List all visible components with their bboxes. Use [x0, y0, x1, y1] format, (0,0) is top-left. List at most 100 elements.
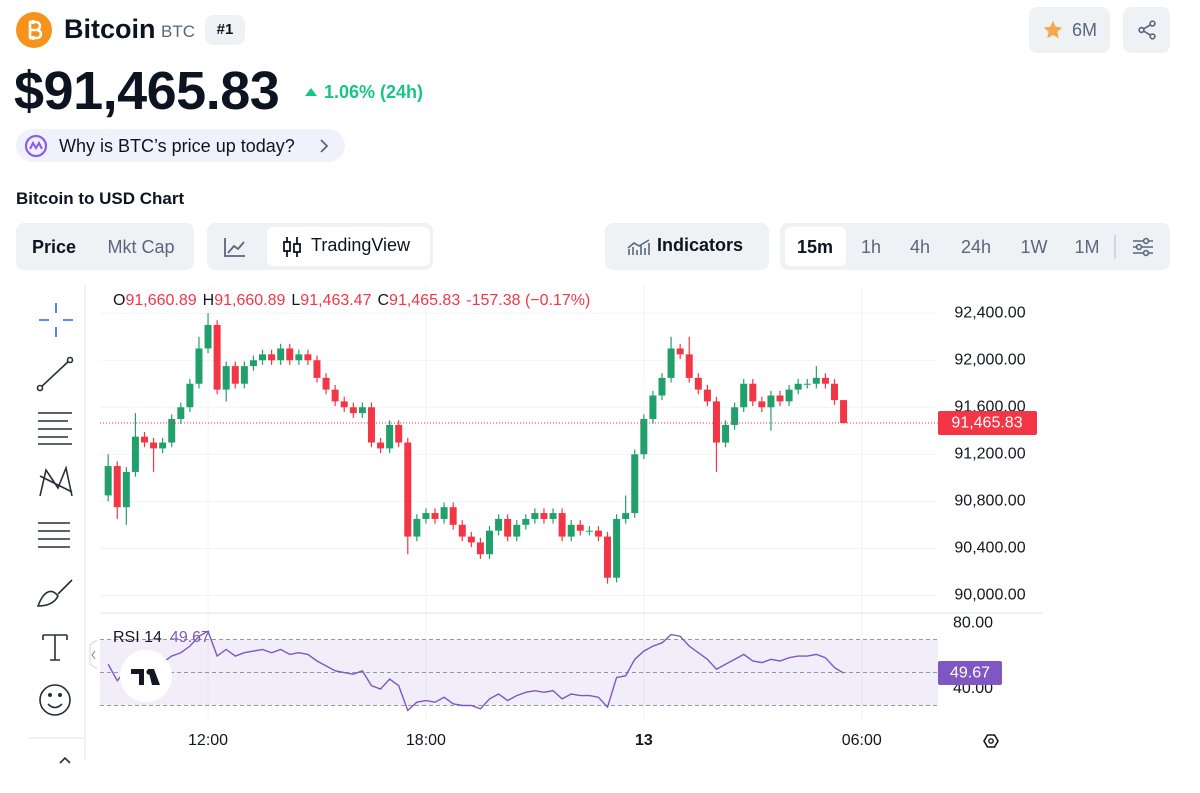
candle-body [631, 454, 639, 514]
coin-logo [16, 12, 52, 48]
pattern-tool[interactable] [39, 465, 73, 497]
brush-tool[interactable] [36, 579, 73, 607]
candle-body [522, 518, 530, 525]
candle-body [613, 518, 621, 578]
candle-body [122, 471, 130, 508]
divider [1114, 235, 1116, 259]
candle-body [712, 401, 720, 443]
range-tab[interactable]: 1W [1020, 236, 1048, 257]
last-price-label: 91,465.83 [951, 414, 1022, 431]
legend-key: L [291, 292, 300, 309]
range-tab[interactable]: 1h [860, 236, 882, 257]
candle-body [422, 513, 430, 519]
candle-body [649, 395, 657, 420]
candle-body [313, 360, 321, 378]
smile [47, 703, 63, 709]
y-tick-label: 90,000.00 [954, 587, 1025, 604]
range-tab[interactable]: 1M [1074, 236, 1100, 257]
rsi-legend: RSI 14 49.67 [113, 629, 210, 646]
legend-value: 91,660.89 [125, 292, 196, 309]
candle-body [195, 348, 203, 384]
candle-body [249, 360, 257, 367]
line-tool[interactable] [39, 359, 71, 389]
indicators-label: Indicators [657, 235, 744, 255]
candle-body [304, 354, 312, 361]
candle-body [476, 542, 484, 555]
candle-body [840, 400, 848, 424]
settings-icon[interactable] [1132, 237, 1154, 257]
text-tool[interactable] [42, 634, 68, 661]
candle-body [740, 383, 748, 408]
up-arrow [305, 88, 317, 96]
axis-settings[interactable] [983, 734, 999, 748]
why-link[interactable]: Why is BTC’s price up today? [16, 129, 345, 162]
chart-type-tabs: TradingView [207, 223, 433, 270]
handle [66, 356, 74, 364]
hlines-tool[interactable] [38, 412, 72, 445]
candle-body [794, 383, 802, 390]
line-chart-icon[interactable] [223, 236, 247, 258]
candle-body [585, 530, 593, 532]
watchlist-button[interactable]: 6M [1029, 7, 1110, 53]
tab[interactable]: Mkt Cap [107, 236, 175, 257]
legend-key: H [203, 292, 215, 309]
indicators-icon [627, 239, 650, 255]
candle-body [703, 389, 711, 402]
candle-body [830, 383, 838, 401]
range-tabs: 15m 1h 4h 24h 1W 1M [780, 223, 1170, 270]
share-button[interactable] [1123, 7, 1170, 53]
legend-change: -157.38 (−0.17%) [466, 292, 590, 309]
rsi-tick-label: 80.00 [953, 614, 993, 631]
candle-body [367, 407, 375, 443]
collapse-toolbar[interactable] [59, 756, 71, 764]
candle-body [622, 513, 630, 519]
rank-badge: #1 [205, 15, 245, 45]
crosshair-tool[interactable] [39, 303, 73, 337]
candle-icon [283, 237, 301, 257]
candle-body [821, 377, 829, 384]
candle-body [295, 354, 303, 361]
range-tab[interactable]: 15m [796, 236, 834, 257]
candle-body [358, 407, 366, 414]
tab-label: TradingView [311, 235, 411, 255]
legend-value: 91,465.83 [389, 292, 460, 309]
candle-body [785, 389, 793, 402]
candle-body [377, 442, 385, 449]
candle-body [177, 407, 185, 420]
y-tick-label: 90,400.00 [954, 540, 1025, 557]
candle-body [812, 377, 820, 384]
rsi-value: 49.67 [170, 629, 210, 646]
candle-body [159, 442, 167, 449]
emoji-tool[interactable] [39, 684, 71, 716]
axis-settings-dot [988, 738, 994, 744]
x-tick-label: 12:00 [188, 732, 228, 749]
candle-body [558, 513, 566, 537]
candle-body [440, 507, 448, 519]
range-active[interactable] [785, 227, 846, 266]
pane-collapse[interactable] [89, 639, 98, 670]
candle-body [458, 524, 466, 537]
tab-active[interactable]: TradingView [267, 227, 430, 266]
candle-body [449, 507, 457, 525]
candle-body [395, 424, 403, 443]
tv-logo[interactable] [120, 650, 172, 702]
tab[interactable]: Price [31, 236, 77, 257]
indicators-button[interactable]: Indicators [605, 223, 769, 270]
section-title: Bitcoin to USD Chart [16, 189, 185, 208]
chevron-left [91, 650, 96, 660]
fib-tool[interactable] [38, 522, 70, 548]
range-tab[interactable]: 24h [960, 236, 992, 257]
candle-body [676, 348, 684, 355]
range-tab[interactable]: 4h [909, 236, 931, 257]
last-price-tag [938, 411, 1037, 436]
candle-body [594, 530, 602, 537]
candle-body [222, 366, 230, 390]
candle-body [186, 383, 194, 408]
candle-body [131, 436, 139, 472]
tv-dot [146, 669, 152, 675]
why-text: Why is BTC’s price up today? [59, 136, 295, 156]
candle-body [731, 407, 739, 425]
candle-body [658, 377, 666, 396]
candle-body [150, 442, 158, 449]
